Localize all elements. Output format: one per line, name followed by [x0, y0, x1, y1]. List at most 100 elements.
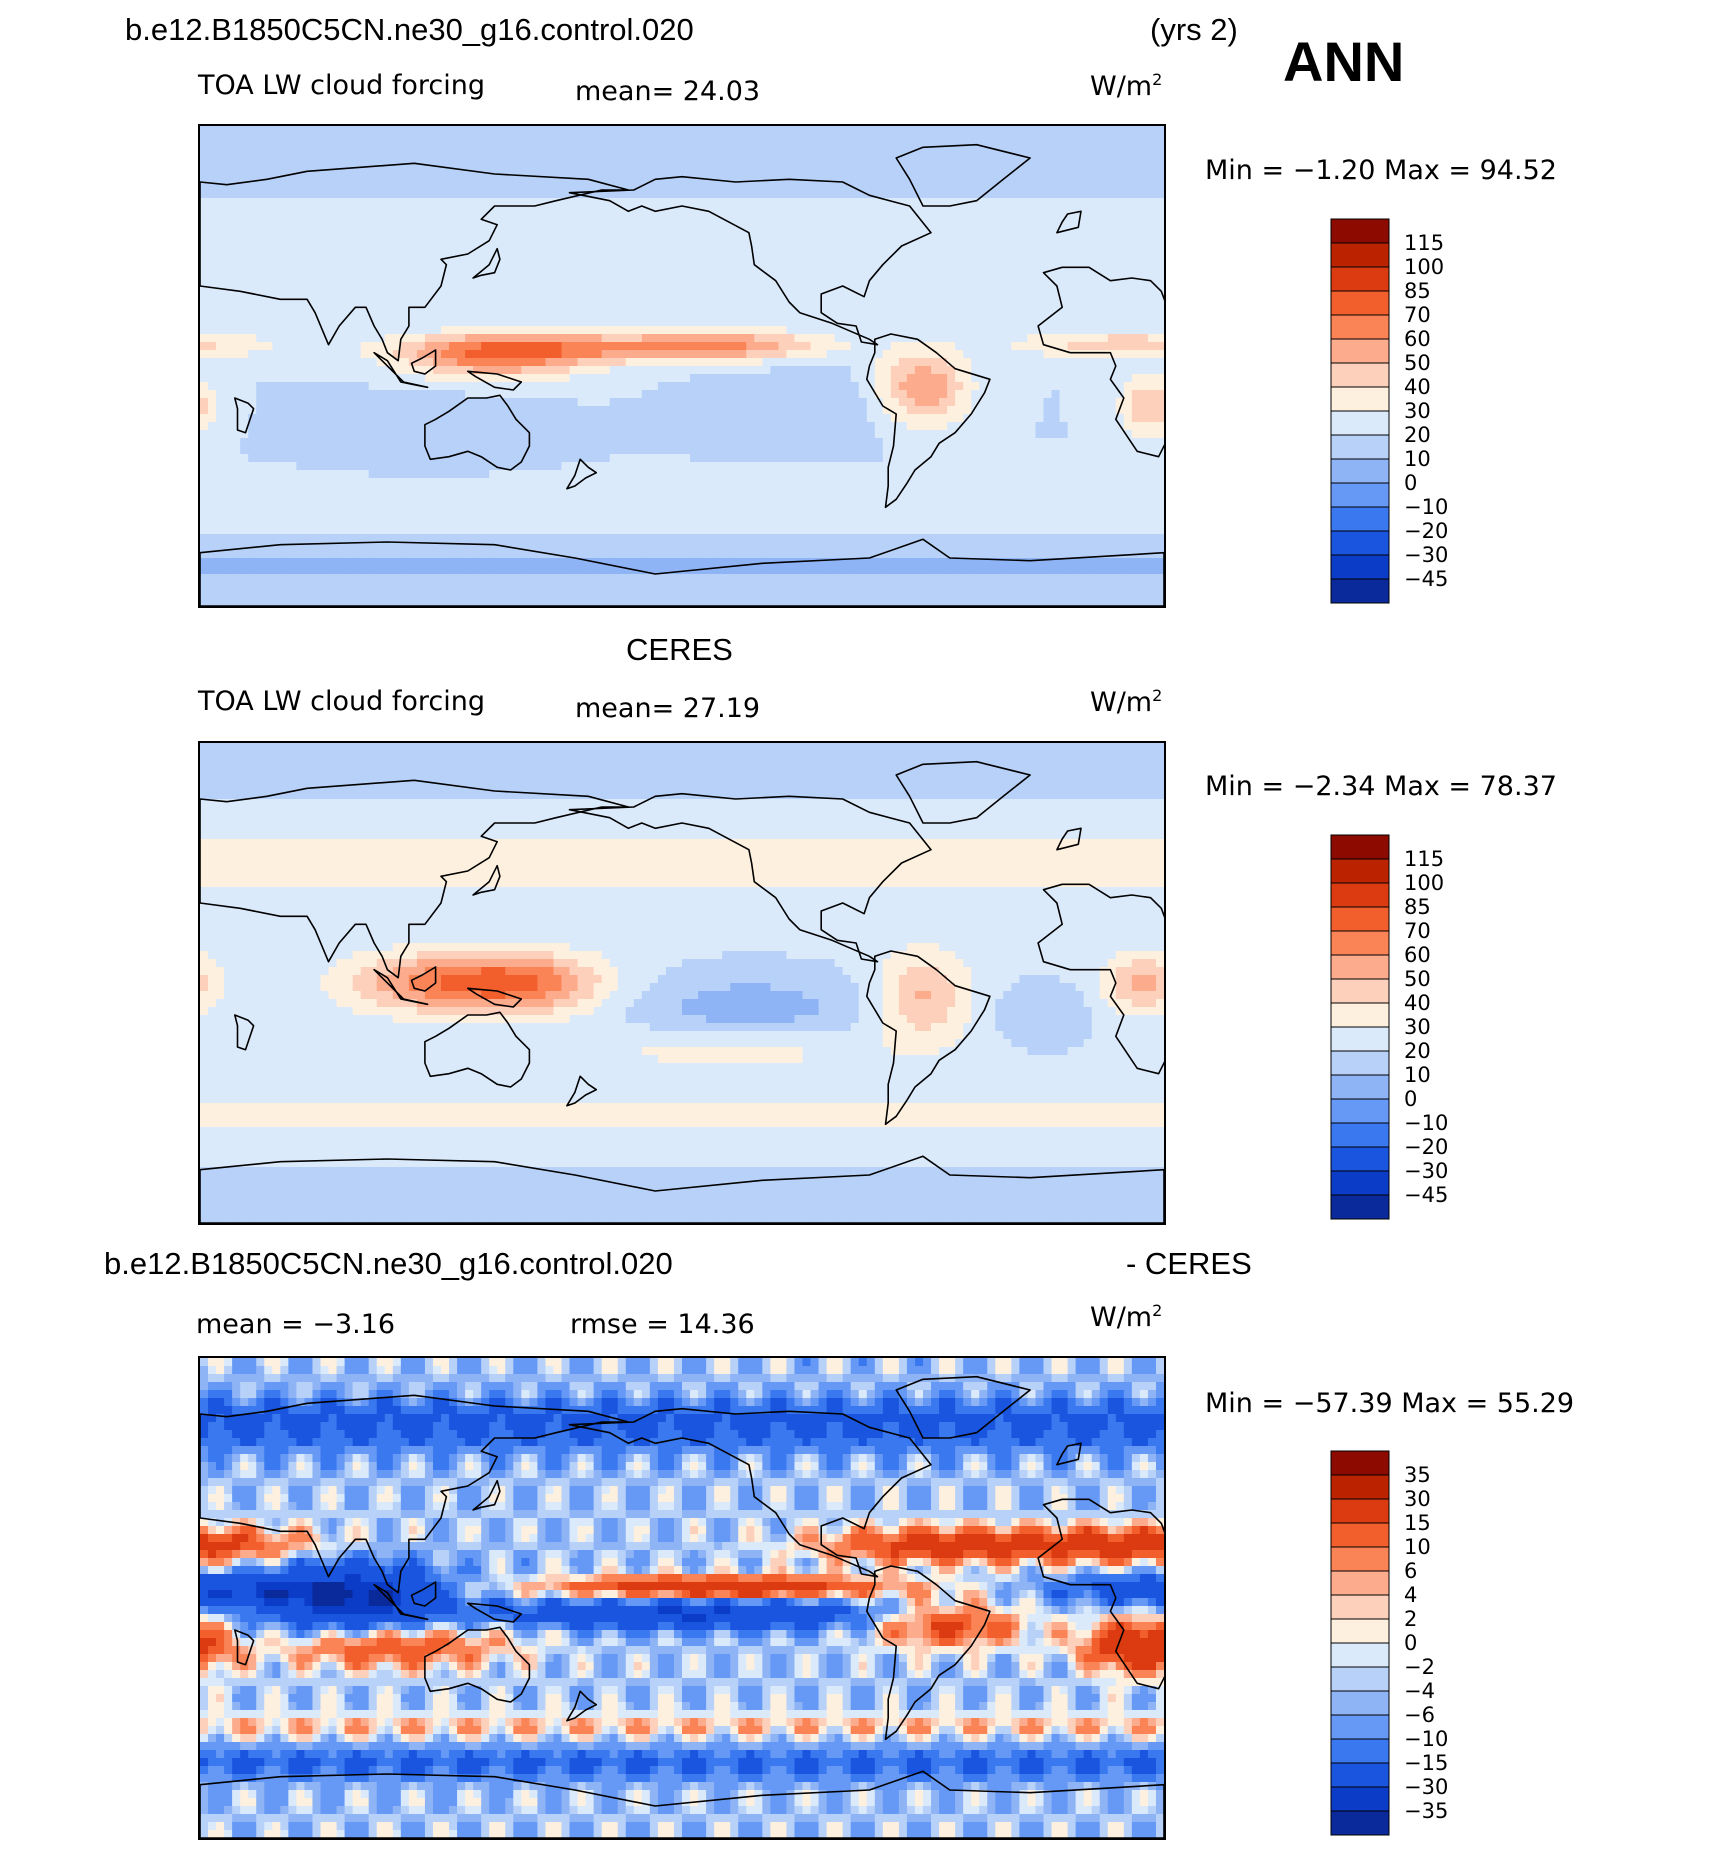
case-title: b.e12.B1850C5CN.ne30_g16.control.020: [125, 14, 694, 45]
colorbar-tick-label: 20: [1404, 1039, 1431, 1063]
colorbar-swatch: [1330, 218, 1390, 244]
panel-model-minmax: Min = −1.20 Max = 94.52: [1205, 157, 1557, 184]
colorbar-tick-label: −30: [1404, 543, 1448, 567]
map-field: [200, 743, 1164, 1223]
panel-obs-title: CERES: [626, 634, 733, 665]
colorbar-swatch: [1330, 1098, 1390, 1124]
colorbar-swatch: [1330, 386, 1390, 412]
colorbar-tick-label: −10: [1404, 1111, 1448, 1135]
panel-model-mean: mean= 24.03: [575, 78, 760, 105]
colorbar-model: 115 100 85 70 60 50 40 30 20 10 0 −10 −20 −30 −45: [1330, 218, 1448, 604]
colorbar-swatch: [1330, 930, 1390, 956]
panel-model-units: W/m2: [1090, 72, 1162, 101]
colorbar-tick-label: −30: [1404, 1159, 1448, 1183]
colorbar-tick-label: 6: [1404, 1559, 1417, 1583]
contour-field: [200, 1358, 1164, 1838]
colorbar-tick-label: −2: [1404, 1655, 1435, 1679]
colorbar-swatch: [1330, 1618, 1390, 1644]
colorbar-tick-label: 10: [1404, 1535, 1431, 1559]
colorbar-tick-label: 70: [1404, 303, 1431, 327]
colorbar-obs: 115 100 85 70 60 50 40 30 20 10 0 −10 −20 −30 −45: [1330, 834, 1448, 1220]
colorbar-swatch: [1330, 1786, 1390, 1812]
panel-diff-title-left: b.e12.B1850C5CN.ne30_g16.control.020: [104, 1248, 673, 1279]
colorbar-swatch: [1330, 458, 1390, 484]
colorbar-tick-label: 85: [1404, 279, 1431, 303]
colorbar-tick-label: 30: [1404, 1487, 1431, 1511]
map-field: [200, 1358, 1164, 1838]
panel-obs-units: W/m2: [1090, 688, 1162, 717]
colorbar-tick-label: 0: [1404, 471, 1417, 495]
colorbar-tick-label: −45: [1404, 1183, 1448, 1207]
colorbar-swatch: [1330, 1642, 1390, 1668]
colorbar-swatch: [1330, 1522, 1390, 1548]
colorbar-swatch: [1330, 410, 1390, 436]
colorbar-swatch: [1330, 1194, 1390, 1220]
colorbar-tick-label: 10: [1404, 1063, 1431, 1087]
panel-diff-units: W/m2: [1090, 1303, 1162, 1332]
colorbar-swatch: [1330, 506, 1390, 532]
colorbar-swatch: [1330, 1170, 1390, 1196]
colorbar-tick-label: 30: [1404, 399, 1431, 423]
colorbar-swatch: [1330, 578, 1390, 604]
colorbar-tick-label: −10: [1404, 495, 1448, 519]
coastlines: [200, 760, 1164, 1223]
colorbar-swatch: [1330, 1474, 1390, 1500]
colorbar-tick-label: 50: [1404, 351, 1431, 375]
colorbar-tick-label: 85: [1404, 895, 1431, 919]
colorbar-swatch: [1330, 338, 1390, 364]
colorbar-tick-label: −4: [1404, 1679, 1435, 1703]
colorbar-swatch: [1330, 530, 1390, 556]
colorbar-swatch: [1330, 1026, 1390, 1052]
colorbar-swatch: [1330, 242, 1390, 268]
panel-diff-mean: mean = −3.16: [196, 1311, 395, 1338]
contour-field: [200, 126, 1164, 606]
colorbar-tick-label: 100: [1404, 871, 1444, 895]
colorbar-tick-label: −6: [1404, 1703, 1435, 1727]
colorbar-swatch: [1330, 1146, 1390, 1172]
colorbar-tick-label: 35: [1404, 1463, 1431, 1487]
colorbar-swatch: [1330, 1762, 1390, 1788]
season-label: ANN: [1283, 34, 1404, 90]
panel-diff-minmax: Min = −57.39 Max = 55.29: [1205, 1390, 1574, 1417]
colorbar-tick-label: 60: [1404, 943, 1431, 967]
panel-model-left-label: TOA LW cloud forcing: [198, 72, 485, 99]
colorbar-swatch: [1330, 834, 1390, 860]
colorbar-swatch: [1330, 882, 1390, 908]
colorbar-swatch: [1330, 1594, 1390, 1620]
colorbar-tick-label: 30: [1404, 1015, 1431, 1039]
colorbar-swatch: [1330, 1690, 1390, 1716]
coastlines: [200, 143, 1164, 606]
panel-obs-mean: mean= 27.19: [575, 695, 760, 722]
colorbar-tick-label: 15: [1404, 1511, 1431, 1535]
panel-diff-title-right: - CERES: [1126, 1248, 1252, 1279]
panel-obs-left-label: TOA LW cloud forcing: [198, 688, 485, 715]
colorbar-tick-label: 60: [1404, 327, 1431, 351]
colorbar-swatch: [1330, 482, 1390, 508]
colorbar-tick-label: 0: [1404, 1087, 1417, 1111]
colorbar-swatch: [1330, 314, 1390, 340]
colorbar-tick-label: −10: [1404, 1727, 1448, 1751]
colorbar-swatch: [1330, 434, 1390, 460]
colorbar-tick-label: 50: [1404, 967, 1431, 991]
colorbar-swatch: [1330, 1050, 1390, 1076]
colorbar-swatch: [1330, 1570, 1390, 1596]
colorbar-tick-label: −35: [1404, 1799, 1448, 1823]
map-obs: [198, 741, 1166, 1225]
colorbar-swatch: [1330, 906, 1390, 932]
colorbar-swatch: [1330, 362, 1390, 388]
colorbar-swatch: [1330, 290, 1390, 316]
colorbar-swatch: [1330, 266, 1390, 292]
colorbar-diff: 35 30 15 10 6 4 2 0 −2 −4 −6 −10 −15 −30 −35: [1330, 1450, 1448, 1836]
colorbar-swatch: [1330, 1666, 1390, 1692]
colorbar-swatch: [1330, 1810, 1390, 1836]
map-diff: [198, 1356, 1166, 1840]
colorbar-tick-label: −20: [1404, 519, 1448, 543]
colorbar-swatch: [1330, 1738, 1390, 1764]
colorbar-tick-label: 10: [1404, 447, 1431, 471]
years-label: (yrs 2): [1150, 14, 1238, 45]
colorbar-tick-label: 100: [1404, 255, 1444, 279]
colorbar-tick-label: −45: [1404, 567, 1448, 591]
colorbar-tick-label: 70: [1404, 919, 1431, 943]
colorbar-tick-label: 0: [1404, 1631, 1417, 1655]
colorbar-swatch: [1330, 1450, 1390, 1476]
